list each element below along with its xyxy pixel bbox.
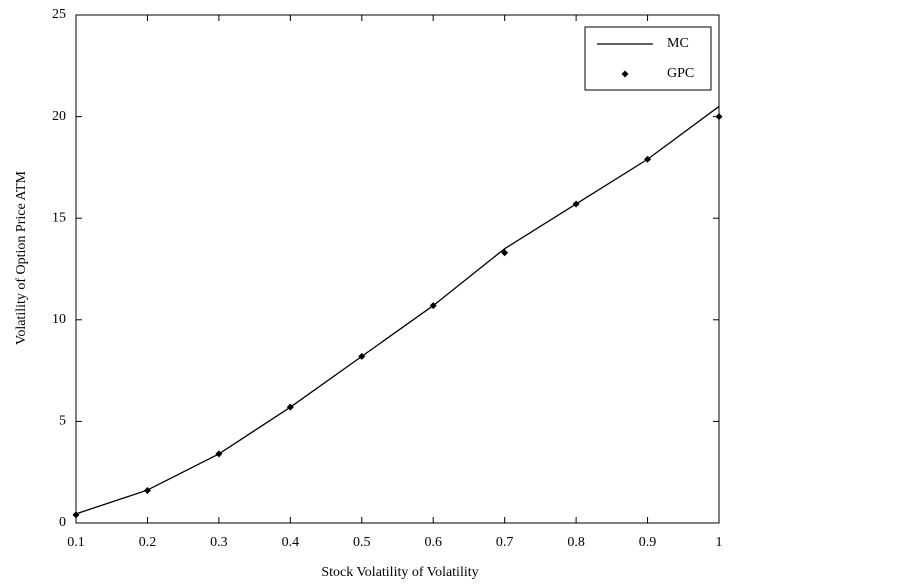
y-axis-label: Volatility of Option Price ATM <box>14 170 29 345</box>
x-tick-label: 0.9 <box>639 535 657 550</box>
legend-label: MC <box>667 36 689 51</box>
gpc-point <box>143 486 151 494</box>
gpc-point <box>644 155 652 163</box>
x-tick-label: 1 <box>716 535 723 550</box>
y-tick-label: 5 <box>59 414 66 429</box>
legend-label: GPC <box>667 66 694 81</box>
x-tick-label: 0.8 <box>567 535 585 550</box>
legend-marker <box>621 70 629 78</box>
x-tick-label: 0.6 <box>424 535 442 550</box>
y-tick-label: 0 <box>59 515 66 530</box>
gpc-point <box>501 249 509 257</box>
legend-box <box>584 26 712 91</box>
y-tick-label: 10 <box>52 312 66 327</box>
x-tick-label: 0.2 <box>139 535 157 550</box>
gpc-point <box>286 403 294 411</box>
gpc-point <box>572 200 580 208</box>
x-axis-label: Stock Volatility of Volatility <box>321 565 478 580</box>
gpc-point <box>715 113 723 121</box>
y-tick-label: 20 <box>52 109 66 124</box>
plot-frame <box>75 14 720 524</box>
x-tick-label: 0.4 <box>282 535 300 550</box>
gpc-point <box>358 352 366 360</box>
gpc-point <box>429 302 437 310</box>
mc-line <box>75 105 720 515</box>
y-tick-label: 25 <box>52 7 66 22</box>
y-tick-label: 15 <box>52 210 66 225</box>
x-tick-label: 0.7 <box>496 535 514 550</box>
x-tick-label: 0.5 <box>353 535 371 550</box>
gpc-point <box>72 511 80 519</box>
x-tick-label: 0.3 <box>210 535 228 550</box>
gpc-point <box>215 450 223 458</box>
x-tick-label: 0.1 <box>67 535 85 550</box>
